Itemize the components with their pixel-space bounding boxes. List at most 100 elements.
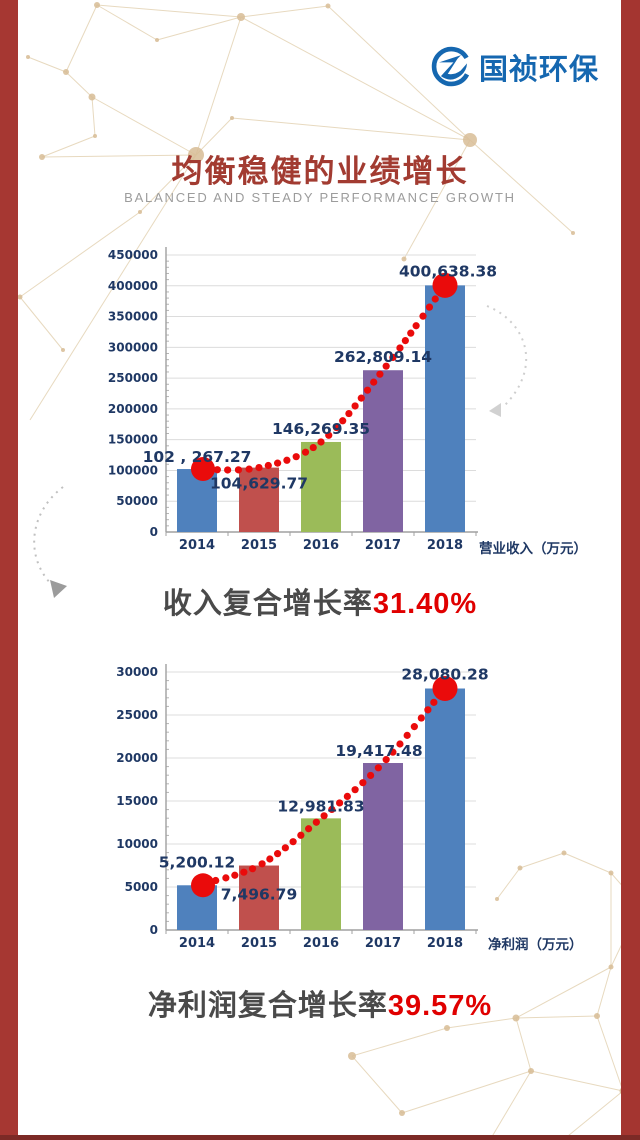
trend-dot xyxy=(336,799,344,807)
trend-endpoint-dot xyxy=(432,676,458,702)
logo-text: 国祯环保 xyxy=(479,54,600,86)
constellation-bottom-right-dots xyxy=(348,850,640,1140)
bar-2016 xyxy=(301,818,341,930)
trend-dot xyxy=(359,779,367,787)
constellation-top-left xyxy=(19,4,574,421)
arrowhead-icon xyxy=(489,403,501,417)
revenue-growth-caption: 收入复合增长率31.40% xyxy=(0,580,640,622)
trend-dot xyxy=(412,322,420,330)
dotted-arc-left xyxy=(33,486,67,598)
trend-dot xyxy=(248,865,257,873)
trend-dot xyxy=(410,723,418,731)
x-category-label: 2015 xyxy=(241,538,277,553)
y-tick-label: 20000 xyxy=(116,751,158,765)
x-category-label: 2016 xyxy=(303,538,339,553)
page-title: 均衡稳健的业绩增长 xyxy=(171,154,469,189)
trend-dot xyxy=(264,461,272,470)
bar-value-label: 12,981.83 xyxy=(277,797,364,815)
trend-dot xyxy=(320,812,328,820)
trend-dot xyxy=(339,417,347,425)
bar-value-label: 102 , 267.27 xyxy=(143,448,252,466)
trend-dot xyxy=(274,850,282,858)
chart-plot-area: 0 5000 10000 15000 20000 25000 30000 2014 2015 20… xyxy=(116,664,489,951)
trend-dot xyxy=(407,329,415,337)
trend-dot xyxy=(312,818,320,826)
y-tick-label: 250000 xyxy=(108,371,158,385)
trend-dot xyxy=(297,831,305,839)
right-red-band xyxy=(621,0,640,1140)
trend-endpoint-dot xyxy=(432,272,458,298)
trend-dot xyxy=(328,805,336,813)
bar-value-label: 104,629.77 xyxy=(210,475,308,493)
x-category-label: 2017 xyxy=(365,538,401,553)
trend-dot xyxy=(345,409,353,418)
trend-dot xyxy=(382,362,390,370)
y-tick-label: 350000 xyxy=(108,310,158,324)
chart-plot-area: 0 50000 100000 150000 200000 250000 300000 3500… xyxy=(108,247,497,553)
y-tick-label: 50000 xyxy=(116,494,158,508)
bar-value-label: 146,269.35 xyxy=(272,420,370,438)
x-category-label: 2015 xyxy=(241,936,277,951)
trend-dot xyxy=(424,706,432,714)
y-tick-label: 100000 xyxy=(108,463,158,477)
net-profit-axis-title: 净利润（万元） xyxy=(488,937,583,952)
trend-dot xyxy=(403,731,411,739)
dotted-arc-right xyxy=(486,305,528,417)
trend-dot xyxy=(374,764,382,772)
revenue-bar-chart: 0 50000 100000 150000 200000 250000 300000 3500… xyxy=(0,240,640,570)
revenue-growth-caption-value: 31.40% xyxy=(372,588,478,620)
revenue-axis-title: 营业收入（万元） xyxy=(479,541,587,556)
trend-dot xyxy=(240,868,248,876)
page-subtitle: BALANCED AND STEADY PERFORMANCE GROWTH xyxy=(124,190,516,205)
trend-dot xyxy=(274,459,282,467)
bar-2015 xyxy=(239,467,279,532)
bar-value-label: 7,496.79 xyxy=(221,886,298,904)
trend-dot xyxy=(396,344,404,352)
trend-dot xyxy=(417,714,425,722)
bar-value-label: 262,809.14 xyxy=(334,348,432,366)
y-tick-label: 10000 xyxy=(116,837,158,851)
bar-2014 xyxy=(177,469,217,532)
bar-value-label: 5,200.12 xyxy=(159,853,236,871)
trend-dot xyxy=(351,402,359,410)
trend-dot xyxy=(309,443,317,452)
trend-dot xyxy=(419,312,427,320)
y-tick-label: 25000 xyxy=(116,708,158,722)
bar-2018 xyxy=(425,285,465,532)
x-category-label: 2014 xyxy=(179,538,215,553)
trend-dot xyxy=(325,431,333,439)
trend-dot xyxy=(222,874,230,882)
trend-dot xyxy=(376,370,384,378)
trend-dot xyxy=(258,860,266,868)
trend-dot xyxy=(370,378,378,386)
trend-dot xyxy=(283,456,291,464)
trend-dot xyxy=(281,844,289,852)
trend-dot xyxy=(357,394,365,402)
trend-dot xyxy=(430,698,438,706)
trend-dot xyxy=(363,386,372,394)
trend-dot xyxy=(224,466,232,474)
bar-2016 xyxy=(301,441,341,532)
company-logo: 国祯环保 xyxy=(429,45,599,89)
trend-dot xyxy=(431,295,439,303)
y-tick-label: 450000 xyxy=(108,248,158,262)
net-profit-growth-caption: 净利润复合增长率39.57% xyxy=(0,982,640,1024)
constellation-top-left-dots xyxy=(17,2,575,352)
net-profit-bar-chart: 0 5000 10000 15000 20000 25000 30000 2014 2015 20… xyxy=(0,655,640,965)
x-category-label: 2017 xyxy=(365,936,401,951)
net-profit-growth-caption-text: 净利润复合增长率 xyxy=(147,990,388,1022)
x-category-label: 2018 xyxy=(427,936,463,951)
net-profit-growth-caption-value: 39.57% xyxy=(387,990,493,1022)
trend-dot xyxy=(343,792,351,801)
trend-dot xyxy=(351,786,359,794)
y-tick-label: 30000 xyxy=(116,665,158,679)
trend-dot xyxy=(332,423,341,432)
trend-dot xyxy=(401,336,409,345)
bar-2017 xyxy=(363,370,403,532)
x-category-label: 2016 xyxy=(303,936,339,951)
bar-value-label: 28,080.28 xyxy=(401,666,488,684)
bottom-red-strip xyxy=(0,1135,640,1140)
trend-dot xyxy=(396,740,404,748)
bar-2015 xyxy=(239,865,279,930)
trend-endpoint-dot xyxy=(191,457,215,482)
